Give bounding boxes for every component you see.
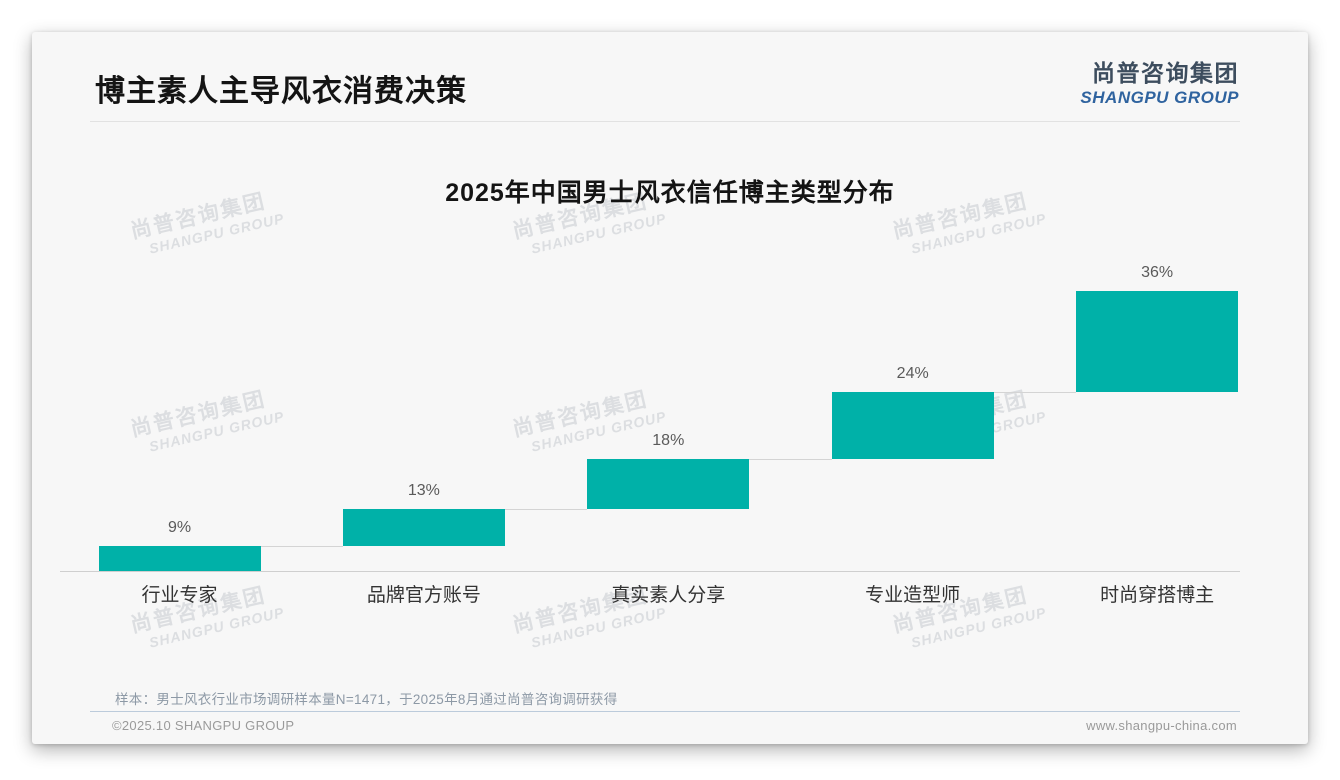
chart-bar bbox=[98, 545, 261, 571]
chart-bar bbox=[831, 391, 994, 459]
footer-divider bbox=[90, 711, 1240, 712]
copyright-text: ©2025.10 SHANGPU GROUP bbox=[112, 718, 295, 733]
bar-category-label: 品牌官方账号 bbox=[366, 585, 481, 606]
bar-value-label: 9% bbox=[167, 518, 192, 536]
chart-bar bbox=[587, 459, 750, 510]
website-url: www.shangpu-china.com bbox=[1086, 718, 1237, 733]
logo-cn-text: 尚普咨询集团 bbox=[1092, 60, 1239, 86]
page-title: 博主素人主导风衣消费决策 bbox=[95, 75, 467, 108]
bar-value-label: 13% bbox=[407, 482, 440, 500]
bar-connector-line bbox=[993, 391, 1077, 393]
header-divider bbox=[90, 121, 1240, 122]
chart-bar bbox=[342, 509, 505, 546]
bar-connector-line bbox=[504, 509, 588, 511]
bar-value-label: 24% bbox=[896, 364, 929, 382]
bar-value-label: 18% bbox=[652, 432, 685, 449]
chart-bar bbox=[1076, 291, 1239, 392]
x-axis-line bbox=[60, 571, 1240, 572]
bar-category-label: 真实素人分享 bbox=[611, 585, 726, 606]
sample-note: 样本：男士风衣行业市场调研样本量N=1471，于2025年8月通过尚普咨询调研获… bbox=[115, 692, 618, 707]
company-logo: 尚普咨询集团 SHANGPU GROUP bbox=[1080, 54, 1239, 108]
bar-category-label: 专业造型师 bbox=[865, 585, 961, 606]
bar-value-label: 36% bbox=[1141, 264, 1174, 281]
slide-card: 尚普咨询集团 SHANGPU GROUP 尚普咨询集团 SHANGPU GROUP 尚普… bbox=[32, 32, 1308, 744]
bar-connector-line bbox=[749, 459, 832, 460]
bar-category-label: 行业专家 bbox=[141, 585, 218, 606]
bar-category-label: 时尚穿搭博主 bbox=[1100, 585, 1215, 606]
logo-en-text: SHANGPU GROUP bbox=[1080, 88, 1239, 107]
trust-blogger-chart: 2025年中国男士风衣信任博主类型分布 9% 行业专家 13% 品牌官方账号 18% 真实… bbox=[32, 32, 1308, 744]
bar-connector-line bbox=[260, 545, 343, 547]
chart-title: 2025年中国男士风衣信任博主类型分布 bbox=[445, 179, 895, 207]
footer-bar: ©2025.10 SHANGPU GROUP www.shangpu-china… bbox=[112, 718, 1237, 733]
